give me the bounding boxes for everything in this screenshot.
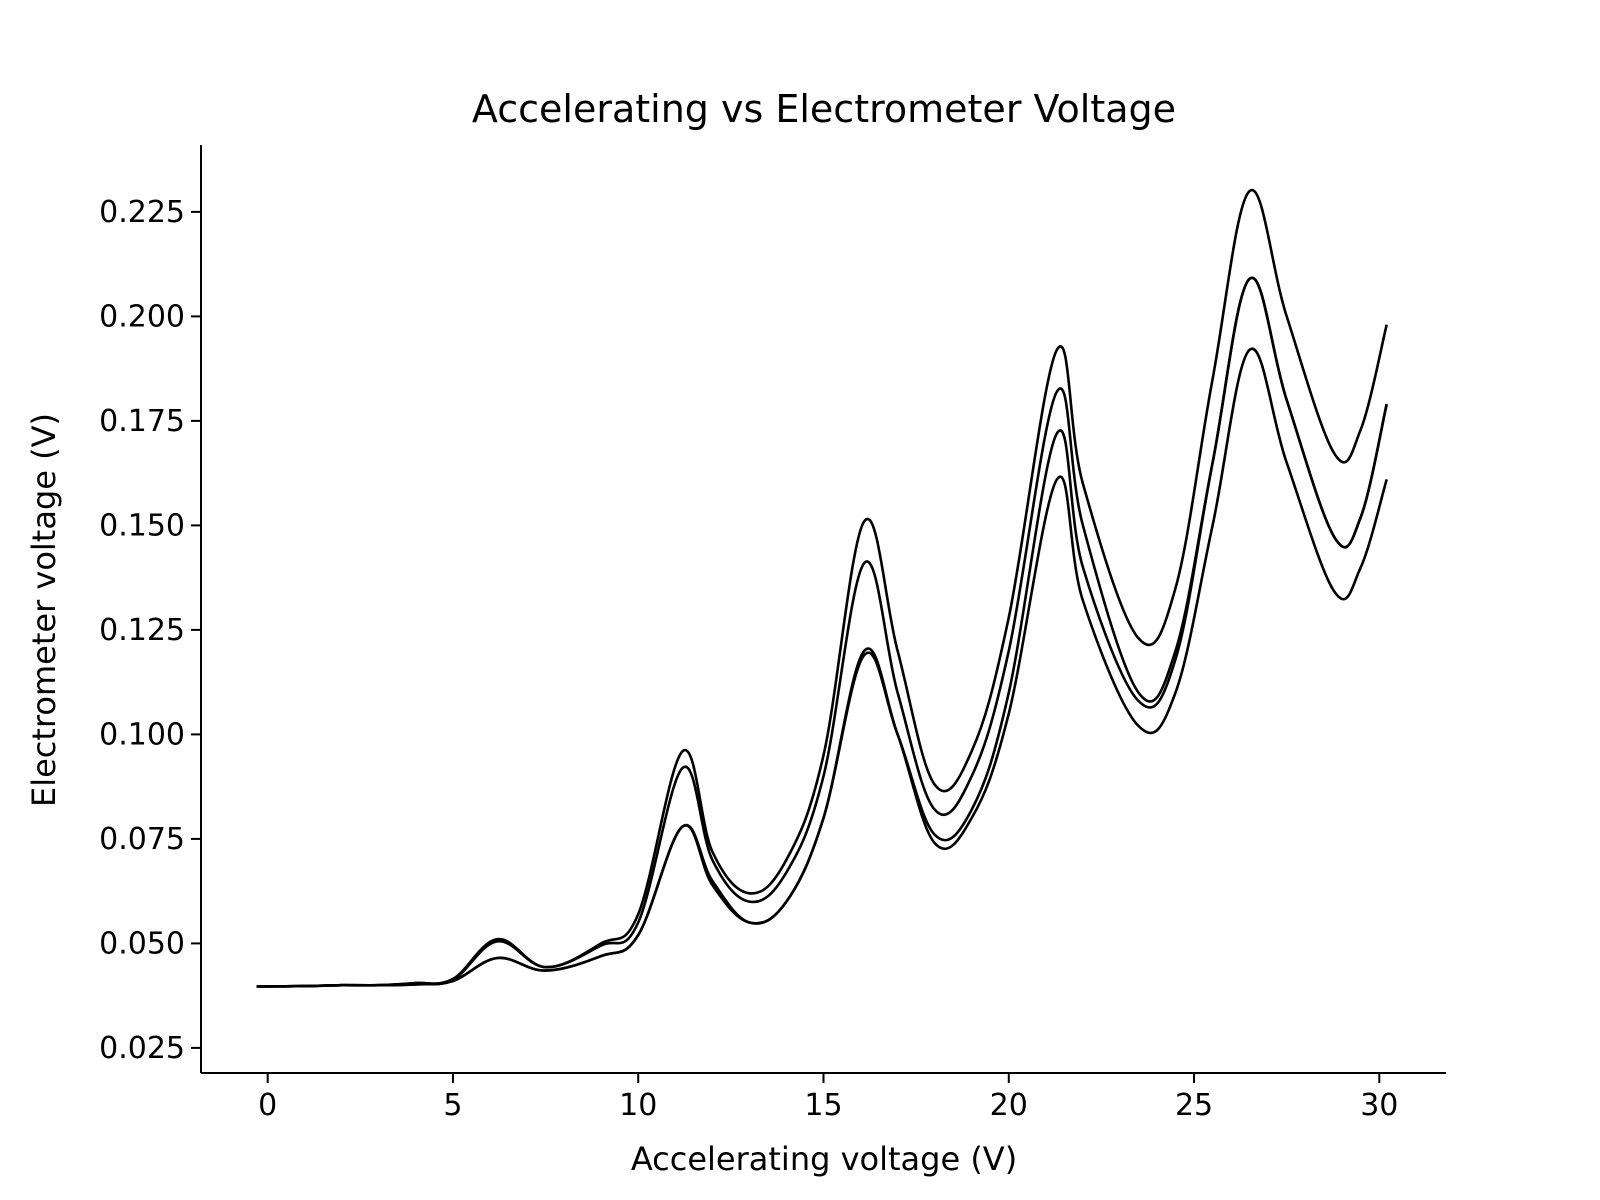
x-tick-label: 10 xyxy=(619,1088,657,1123)
y-tick-label: 0.075 xyxy=(99,822,185,857)
y-tick-label: 0.125 xyxy=(99,613,185,648)
y-tick-label: 0.175 xyxy=(99,404,185,439)
y-tick-label: 0.225 xyxy=(99,195,185,230)
y-axis-ticks: 0.025 0.050 0.075 0.100 0.125 0.150 0.175 0.200… xyxy=(99,195,201,1066)
series-line-2 xyxy=(256,276,1388,988)
series-line-3 xyxy=(256,276,1388,988)
y-tick-label: 0.050 xyxy=(99,926,185,961)
y-tick-label: 0.025 xyxy=(99,1031,185,1066)
x-tick-label: 20 xyxy=(990,1088,1028,1123)
x-axis-ticks: 0 5 10 15 20 25 30 xyxy=(258,1073,1398,1123)
series-line-1 xyxy=(256,188,1388,988)
x-tick-label: 25 xyxy=(1175,1088,1213,1123)
y-tick-label: 0.150 xyxy=(99,508,185,543)
series-line-4 xyxy=(256,347,1388,988)
data-series xyxy=(256,188,1388,988)
y-tick-label: 0.100 xyxy=(99,717,185,752)
x-axis-label: Accelerating voltage (V) xyxy=(631,1140,1017,1178)
x-tick-label: 30 xyxy=(1360,1088,1398,1123)
x-tick-label: 0 xyxy=(258,1088,277,1123)
y-tick-label: 0.200 xyxy=(99,299,185,334)
y-axis-label: Electrometer voltage (V) xyxy=(25,413,63,807)
chart-title: Accelerating vs Electrometer Voltage xyxy=(472,87,1176,131)
x-tick-label: 15 xyxy=(804,1088,842,1123)
x-tick-label: 5 xyxy=(443,1088,462,1123)
